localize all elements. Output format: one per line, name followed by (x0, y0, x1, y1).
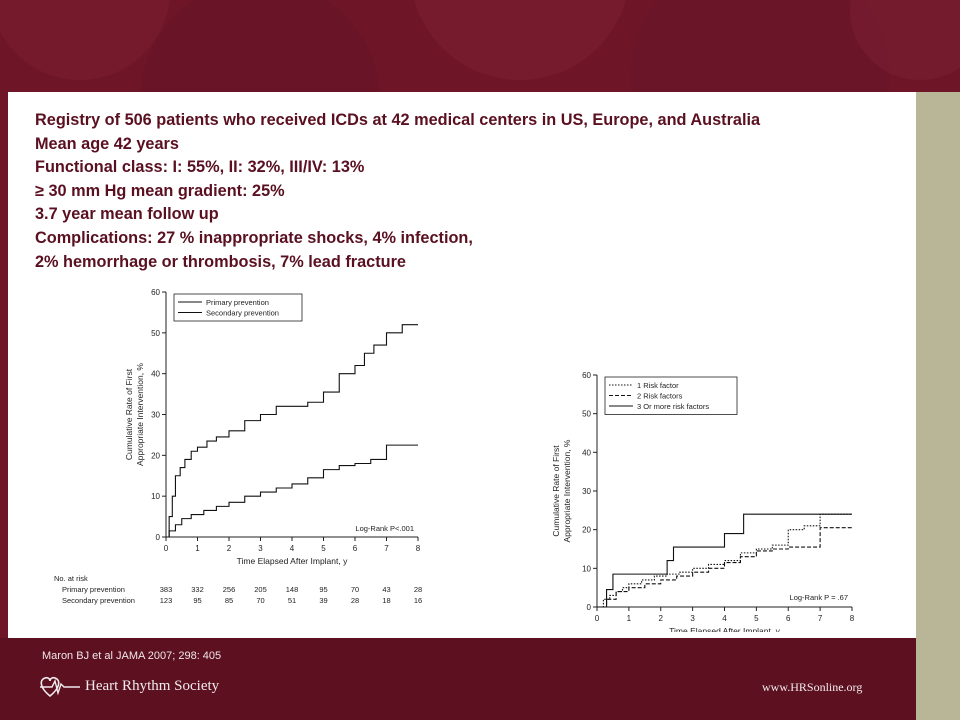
x-tick-label: 8 (416, 544, 421, 553)
legend-label: 2 Risk factors (637, 392, 683, 401)
x-tick-label: 3 (690, 614, 695, 623)
at-risk-value: 332 (191, 585, 204, 594)
annotation-text: Log-Rank P<.001 (355, 524, 414, 533)
header-banner (0, 0, 960, 92)
summary-line: Registry of 506 patients who received IC… (35, 111, 761, 129)
x-tick-label: 7 (818, 614, 823, 623)
y-tick-label: 20 (582, 526, 591, 535)
at-risk-value: 383 (160, 585, 173, 594)
y-tick-label: 0 (587, 603, 592, 612)
chart-risk-factors: 0 10 20 30 40 50 60 0 1 2 3 4 5 6 7 8 Time Elapsed After… (551, 371, 855, 632)
x-tick-label: 2 (227, 544, 232, 553)
y-tick-label: 50 (582, 410, 591, 419)
x-tick-label: 4 (722, 614, 727, 623)
at-risk-row-label: Primary prevention (62, 585, 125, 594)
x-tick-label: 5 (754, 614, 759, 623)
y-tick-label: 30 (151, 411, 160, 420)
at-risk-value: 51 (288, 596, 296, 605)
at-risk-value: 18 (382, 596, 390, 605)
y-tick-label: 20 (151, 451, 160, 460)
header-pattern (0, 0, 960, 92)
citation: Maron BJ et al JAMA 2007; 298: 405 (42, 650, 222, 662)
y-tick-label: 10 (582, 564, 591, 573)
x-tick-label: 6 (786, 614, 791, 623)
summary-line: ≥ 30 mm Hg mean gradient: 25% (35, 181, 285, 200)
at-risk-value: 28 (351, 596, 359, 605)
y-axis-title: Appropriate Intervention, % (135, 363, 145, 466)
footer: Maron BJ et al JAMA 2007; 298: 405 Heart… (0, 638, 916, 720)
x-tick-label: 1 (627, 614, 632, 623)
x-tick-label: 3 (258, 544, 263, 553)
society-name: Heart Rhythm Society (85, 678, 220, 694)
y-tick-label: 0 (156, 533, 161, 542)
legend-label: Secondary prevention (206, 309, 279, 318)
at-risk-value: 205 (254, 585, 267, 594)
series-line (166, 324, 418, 538)
y-tick-label: 40 (151, 370, 160, 379)
x-tick-label: 2 (659, 614, 664, 623)
at-risk-header: No. at risk (54, 574, 88, 583)
annotation-text: Log-Rank P = .67 (790, 593, 848, 602)
y-tick-label: 30 (582, 487, 591, 496)
y-tick-label: 10 (151, 492, 160, 501)
x-tick-label: 1 (195, 544, 200, 553)
y-tick-label: 40 (582, 448, 591, 457)
heart-rhythm-logo-icon (40, 676, 80, 698)
y-tick-label: 60 (582, 371, 591, 380)
x-tick-label: 8 (850, 614, 855, 623)
series-line (597, 513, 852, 608)
at-risk-value: 43 (382, 585, 390, 594)
at-risk-value: 85 (225, 596, 233, 605)
legend-label: Primary prevention (206, 298, 269, 307)
at-risk-value: 39 (319, 596, 327, 605)
at-risk-value: 95 (319, 585, 327, 594)
at-risk-value: 256 (223, 585, 236, 594)
x-tick-label: 4 (290, 544, 295, 553)
summary-line: Functional class: I: 55%, II: 32%, III/I… (35, 158, 365, 177)
website-link[interactable]: www.HRSonline.org (762, 680, 863, 694)
summary-line: 2% hemorrhage or thrombosis, 7% lead fra… (35, 252, 406, 271)
at-risk-row-label: Secondary prevention (62, 596, 135, 605)
at-risk-value: 16 (414, 596, 422, 605)
legend-label: 1 Risk factor (637, 381, 679, 390)
left-border (0, 92, 8, 640)
x-tick-label: 0 (164, 544, 169, 553)
summary-line: Complications: 27 % inappropriate shocks… (35, 228, 473, 247)
slide-content: Registry of 506 patients who received IC… (8, 92, 916, 638)
x-tick-label: 7 (384, 544, 389, 553)
summary-line: 3.7 year mean follow up (35, 205, 219, 224)
y-axis-title: Cumulative Rate of First (124, 368, 134, 460)
summary-line: Mean age 42 years (35, 134, 179, 153)
at-risk-value: 148 (286, 585, 299, 594)
series-line (166, 444, 418, 538)
summary-text: Registry of 506 patients who received IC… (35, 109, 760, 274)
at-risk-value: 28 (414, 585, 422, 594)
x-tick-label: 0 (595, 614, 600, 623)
x-axis-title: Time Elapsed After Implant, y (669, 626, 780, 632)
at-risk-value: 70 (351, 585, 359, 594)
legend-box (173, 293, 303, 322)
x-tick-label: 6 (353, 544, 358, 553)
y-axis-title: Appropriate Intervention, % (562, 439, 572, 542)
x-tick-label: 5 (321, 544, 326, 553)
at-risk-value: 95 (193, 596, 201, 605)
y-axis-title: Cumulative Rate of First (551, 445, 561, 537)
x-axis-title: Time Elapsed After Implant, y (237, 556, 348, 566)
right-border (916, 92, 960, 720)
legend-label: 3 Or more risk factors (637, 402, 709, 411)
y-tick-label: 60 (151, 288, 160, 297)
at-risk-value: 123 (160, 596, 173, 605)
y-tick-label: 50 (151, 329, 160, 338)
at-risk-value: 70 (256, 596, 264, 605)
